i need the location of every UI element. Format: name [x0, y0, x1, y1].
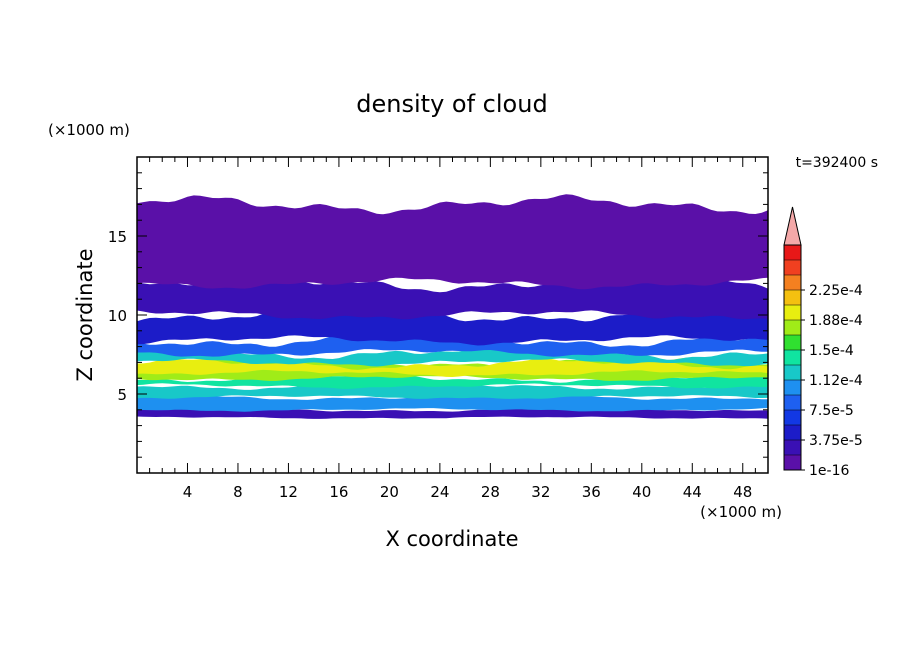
x-tick-label: 36	[582, 483, 601, 501]
colorbar-swatch	[784, 455, 801, 471]
x-tick-label: 8	[233, 483, 243, 501]
colorbar-swatch	[784, 260, 801, 276]
colorbar-swatch	[784, 380, 801, 396]
x-unit-label: (×1000 m)	[700, 503, 782, 521]
time-label: t=392400 s	[796, 155, 878, 171]
colorbar-tick-label: 7.5e-5	[809, 403, 854, 419]
x-tick-label: 20	[380, 483, 399, 501]
cloud-layer-7	[137, 333, 768, 357]
x-tick-label: 12	[279, 483, 298, 501]
colorbar-swatch	[784, 320, 801, 336]
colorbar-swatch	[784, 335, 801, 351]
x-tick-label: 24	[430, 483, 449, 501]
x-tick-label: 48	[733, 483, 752, 501]
colorbar-swatch	[784, 290, 801, 306]
x-axis-label: X coordinate	[385, 527, 518, 551]
y-axis-ticks: 5 10 15	[108, 172, 768, 458]
colorbar-tick-label: 1.5e-4	[809, 343, 854, 359]
x-tick-label: 32	[531, 483, 550, 501]
colorbar-tick-label: 3.75e-5	[809, 433, 863, 449]
chart-title: density of cloud	[356, 90, 547, 118]
x-tick-label: 16	[329, 483, 348, 501]
x-tick-label: 40	[632, 483, 651, 501]
y-tick-label: 15	[108, 228, 127, 246]
x-tick-label: 28	[481, 483, 500, 501]
x-tick-label: 4	[183, 483, 193, 501]
colorbar-swatch	[784, 305, 801, 321]
plot-area	[137, 194, 768, 419]
colorbar-swatch	[784, 275, 801, 291]
colorbar: 1e-16 3.75e-5 7.5e-5 1.12e-4 1.5e-4 1.88e-4 2.…	[783, 206, 863, 479]
x-axis-ticks: 4 8 12 16 20 24 28 32 36 40 44 48	[149, 157, 756, 501]
y-tick-label: 5	[117, 386, 127, 404]
colorbar-frame	[783, 244, 802, 471]
cloud-layer-10	[137, 194, 768, 290]
colorbar-tick-label: 1.88e-4	[809, 313, 863, 329]
colorbar-swatch	[784, 365, 801, 381]
y-axis-label: Z coordinate	[73, 248, 97, 381]
colorbar-swatch	[784, 395, 801, 411]
x-tick-label: 44	[683, 483, 702, 501]
y-unit-label: (×1000 m)	[48, 121, 130, 139]
colorbar-swatch	[784, 440, 801, 456]
colorbar-swatch	[784, 425, 801, 441]
cloud-layer-2	[137, 382, 768, 399]
colorbar-swatch	[784, 410, 801, 426]
colorbar-tick-label: 2.25e-4	[809, 283, 863, 299]
colorbar-tick-label: 1.12e-4	[809, 373, 863, 389]
colorbar-swatch	[784, 350, 801, 366]
cloud-layer-1	[137, 394, 768, 412]
colorbar-swatch	[784, 245, 801, 261]
y-tick-label: 10	[108, 307, 127, 325]
colorbar-extend-arrow	[783, 206, 802, 246]
colorbar-tick-label: 1e-16	[809, 463, 849, 479]
